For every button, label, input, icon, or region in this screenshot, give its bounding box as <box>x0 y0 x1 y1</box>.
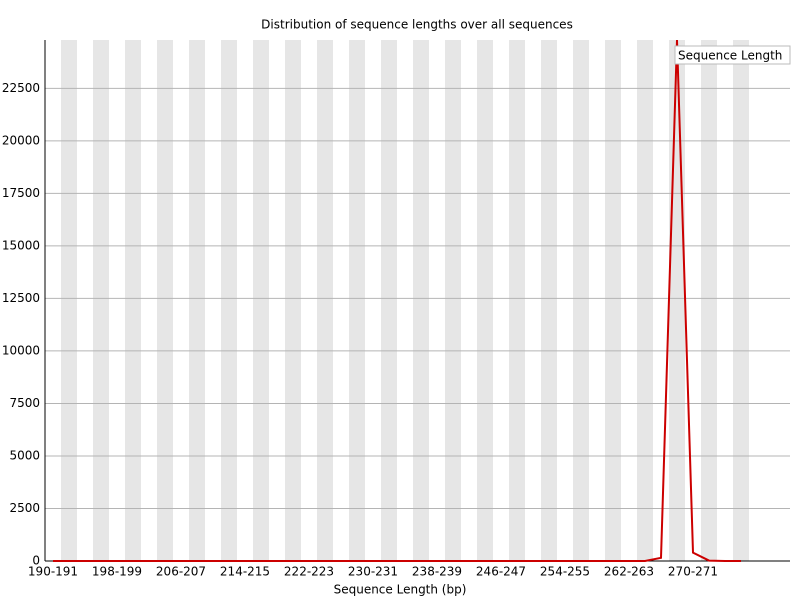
stripe <box>573 40 589 561</box>
x-tick-label: 262-263 <box>604 565 654 579</box>
x-tick-label: 238-239 <box>412 565 462 579</box>
legend-box <box>674 45 791 65</box>
stripe <box>637 40 653 561</box>
stripe <box>157 40 173 561</box>
chart-title: Distribution of sequence lengths over al… <box>261 18 573 32</box>
y-tick-label: 17500 <box>2 186 40 200</box>
y-tick-label: 0 <box>32 554 40 568</box>
stripe <box>669 40 685 561</box>
x-tick-label: 222-223 <box>284 565 334 579</box>
stripe <box>541 40 557 561</box>
y-tick-label: 15000 <box>2 238 40 252</box>
stripe <box>93 40 109 561</box>
x-tick-label: 190-191 <box>28 565 78 579</box>
y-tick-label: 10000 <box>2 343 40 357</box>
stripe <box>381 40 397 561</box>
y-tick-label: 7500 <box>9 396 40 410</box>
stripe <box>445 40 461 561</box>
stripe <box>477 40 493 561</box>
series-line <box>53 39 741 562</box>
x-tick-label: 214-215 <box>220 565 270 579</box>
stripe <box>189 40 205 561</box>
stripe <box>253 40 269 561</box>
y-tick-label: 5000 <box>9 448 40 462</box>
stripe <box>349 40 365 561</box>
stripe <box>701 40 717 561</box>
x-tick-label: 270-271 <box>668 565 718 579</box>
stripe <box>317 40 333 561</box>
legend-label: Sequence Length <box>678 49 782 63</box>
x-tick-label: 254-255 <box>540 565 590 579</box>
stripe <box>605 40 621 561</box>
stripe <box>61 40 77 561</box>
x-tick-label: 206-207 <box>156 565 206 579</box>
y-tick-label: 22500 <box>2 81 40 95</box>
x-tick-label: 246-247 <box>476 565 526 579</box>
stripe <box>221 40 237 561</box>
stripe <box>125 40 141 561</box>
x-tick-label: 230-231 <box>348 565 398 579</box>
stripe <box>285 40 301 561</box>
x-tick-label: 198-199 <box>92 565 142 579</box>
y-tick-label: 12500 <box>2 291 40 305</box>
stripe <box>413 40 429 561</box>
stripe <box>509 40 525 561</box>
y-tick-label: 2500 <box>9 501 40 515</box>
stripe <box>733 40 749 561</box>
y-tick-label: 20000 <box>2 133 40 147</box>
x-axis-label: Sequence Length (bp) <box>334 583 467 597</box>
